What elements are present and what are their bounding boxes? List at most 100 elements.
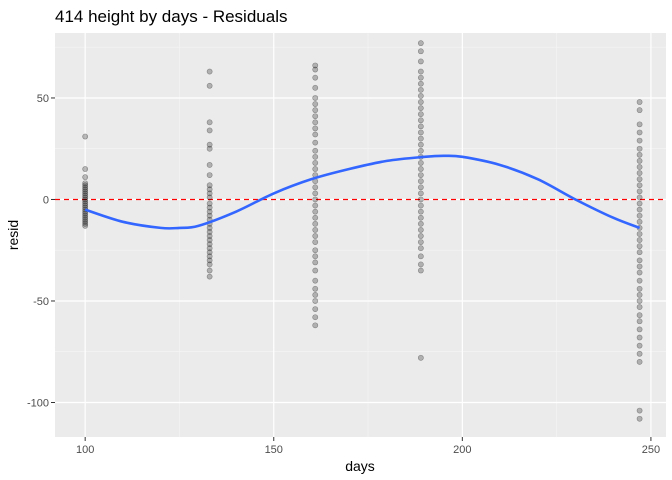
- data-point: [312, 267, 319, 274]
- data-point: [312, 208, 319, 215]
- data-point: [417, 196, 424, 203]
- data-point: [312, 84, 319, 91]
- data-point: [636, 285, 643, 292]
- data-point: [636, 304, 643, 310]
- data-point: [206, 241, 213, 248]
- data-point: [82, 214, 89, 221]
- data-point: [636, 164, 643, 170]
- data-point: [206, 186, 213, 193]
- data-point: [636, 334, 643, 341]
- data-point: [636, 218, 643, 225]
- data-point: [312, 233, 319, 239]
- data-point: [82, 218, 89, 225]
- data-point: [636, 182, 643, 189]
- data-point: [636, 298, 643, 304]
- data-point: [206, 267, 213, 274]
- data-point: [417, 117, 424, 124]
- data-point: [312, 220, 319, 227]
- data-point: [82, 212, 89, 219]
- y-tick-label: 50: [37, 93, 49, 105]
- x-tick-label: 150: [265, 444, 283, 456]
- data-point: [82, 186, 89, 193]
- data-point: [312, 227, 319, 233]
- points-layer: [82, 40, 643, 422]
- data-point: [206, 261, 213, 268]
- y-axis: -100 -50 0 50: [27, 93, 55, 409]
- data-point: [206, 119, 213, 126]
- data-point: [636, 99, 643, 105]
- data-point: [636, 200, 643, 207]
- data-point: [206, 233, 213, 239]
- data-point: [636, 269, 643, 276]
- data-point: [312, 95, 319, 101]
- data-point: [206, 141, 213, 148]
- data-point: [206, 253, 213, 260]
- data-point: [417, 227, 424, 233]
- data-point: [636, 231, 643, 237]
- data-point: [312, 214, 319, 221]
- data-point: [636, 350, 643, 357]
- data-point: [417, 111, 424, 118]
- data-point: [417, 48, 424, 55]
- data-point: [312, 66, 319, 73]
- x-axis-label: days: [345, 458, 375, 474]
- data-point: [82, 200, 89, 207]
- data-point: [312, 298, 319, 304]
- data-point: [206, 257, 213, 264]
- grid-minor: [55, 33, 666, 437]
- data-point: [417, 68, 424, 75]
- data-point: [417, 93, 424, 99]
- data-point: [636, 243, 643, 250]
- data-point: [312, 107, 319, 114]
- data-point: [636, 170, 643, 176]
- data-point: [636, 407, 643, 414]
- data-point: [636, 145, 643, 152]
- data-point: [82, 190, 89, 197]
- data-point: [82, 192, 89, 199]
- data-point: [636, 206, 643, 213]
- data-point: [82, 202, 89, 209]
- data-point: [312, 253, 319, 260]
- smooth-line-layer: [84, 154, 641, 230]
- data-point: [417, 233, 424, 239]
- data-point: [417, 220, 424, 227]
- data-point: [417, 147, 424, 154]
- data-point: [82, 194, 89, 201]
- data-point: [82, 133, 89, 140]
- plot-panel: [55, 33, 666, 437]
- data-point: [417, 354, 424, 361]
- smooth-trend-line: [84, 154, 641, 230]
- x-tick-label: 250: [642, 444, 660, 456]
- data-point: [82, 198, 89, 205]
- data-point: [636, 107, 643, 114]
- y-tick-label: 0: [43, 194, 49, 206]
- y-axis-label: resid: [5, 220, 21, 250]
- data-point: [636, 249, 643, 256]
- data-point: [417, 160, 424, 166]
- data-point: [636, 318, 643, 325]
- data-point: [312, 113, 319, 120]
- data-point: [636, 176, 643, 183]
- data-point: [312, 285, 319, 292]
- data-point: [206, 245, 213, 252]
- data-point: [82, 220, 89, 227]
- data-point: [312, 202, 319, 209]
- data-point: [417, 214, 424, 221]
- data-point: [417, 239, 424, 246]
- data-point: [312, 62, 319, 69]
- data-point: [82, 210, 89, 217]
- data-point: [636, 151, 643, 158]
- data-point: [636, 342, 643, 349]
- chart-title: 414 height by days - Residuals: [55, 7, 287, 26]
- x-axis: 100 150 200 250: [76, 437, 660, 456]
- data-point: [206, 194, 213, 201]
- data-point: [417, 40, 424, 47]
- data-point: [206, 273, 213, 280]
- data-point: [312, 322, 319, 329]
- data-point: [636, 263, 643, 270]
- data-point: [82, 182, 89, 189]
- data-point: [206, 208, 213, 215]
- data-point: [417, 190, 424, 197]
- data-point: [417, 86, 424, 93]
- data-point: [82, 222, 89, 229]
